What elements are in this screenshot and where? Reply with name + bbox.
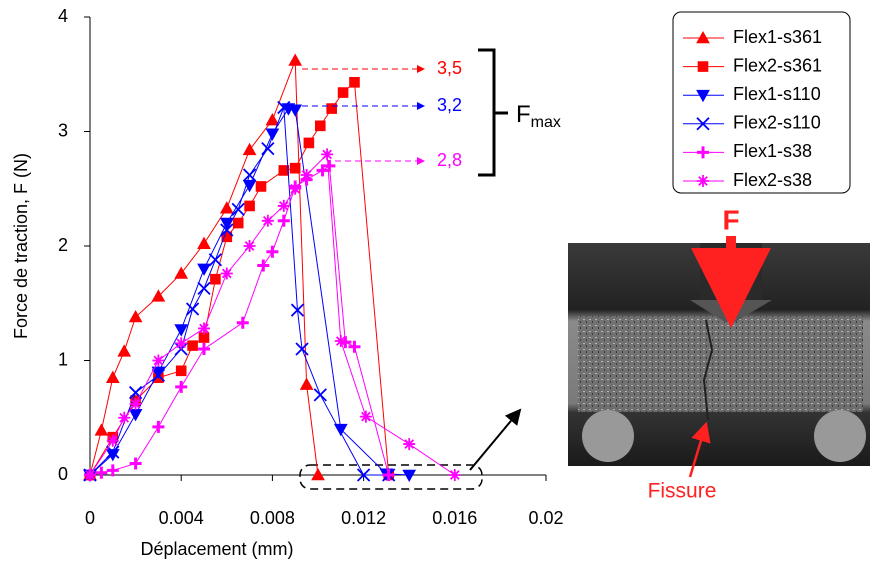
- bracket: [478, 50, 508, 175]
- annotation: 3,2: [437, 95, 462, 115]
- marker: [244, 181, 256, 192]
- marker: [198, 238, 210, 249]
- marker: [221, 202, 233, 213]
- marker: [245, 201, 255, 211]
- marker: [338, 88, 348, 98]
- marker: [211, 274, 221, 284]
- marker: [175, 267, 187, 278]
- x-tick-label: 0: [85, 508, 95, 528]
- marker: [327, 104, 337, 114]
- legend-label: Flex1-s110: [733, 84, 821, 104]
- y-tick-label: 4: [58, 6, 68, 26]
- series-line: [90, 154, 455, 475]
- x-tick-label: 0.004: [159, 508, 204, 528]
- marker: [266, 246, 278, 258]
- marker: [198, 343, 210, 355]
- marker: [360, 411, 372, 423]
- marker: [84, 469, 96, 481]
- marker: [221, 218, 233, 229]
- inset-photo: [568, 236, 870, 477]
- marker: [152, 421, 164, 433]
- marker: [350, 77, 360, 87]
- marker: [187, 303, 199, 315]
- marker: [188, 341, 198, 351]
- marker: [152, 355, 164, 367]
- y-axis-label: Force de traction, F (N): [11, 153, 31, 339]
- marker: [233, 218, 243, 228]
- legend-label: Flex1-s361: [733, 27, 822, 47]
- marker: [130, 410, 142, 421]
- marker: [449, 469, 461, 481]
- legend-label: Flex2-s110: [733, 113, 821, 133]
- marker: [256, 182, 266, 192]
- bracket-sub: max: [531, 114, 561, 131]
- x-tick-label: 0.016: [432, 508, 477, 528]
- marker: [266, 114, 278, 125]
- marker: [118, 345, 130, 356]
- marker: [130, 458, 142, 470]
- marker: [301, 379, 313, 390]
- marker: [698, 62, 708, 72]
- marker: [289, 55, 301, 66]
- marker: [107, 372, 119, 383]
- legend-label: Flex1-s38: [733, 141, 812, 161]
- x-tick-label: 0.008: [250, 508, 295, 528]
- marker: [257, 259, 269, 271]
- chart: F Fissure Fmax Déplacement (mm) Force de…: [0, 0, 881, 566]
- y-tick-label: 0: [58, 464, 68, 484]
- marker: [315, 121, 325, 131]
- marker: [176, 366, 186, 376]
- marker: [262, 215, 274, 227]
- x-tick-label: 0.012: [341, 508, 386, 528]
- marker: [244, 240, 256, 252]
- y-tick-label: 2: [58, 235, 68, 255]
- y-tick-label: 1: [58, 349, 68, 369]
- annotation: 2,8: [437, 150, 462, 170]
- marker: [403, 470, 415, 481]
- marker: [314, 389, 326, 401]
- legend-label: Flex2-s38: [733, 170, 812, 190]
- marker: [304, 138, 314, 148]
- marker: [118, 412, 130, 424]
- marker: [279, 166, 289, 176]
- pointer-arrow: [470, 410, 520, 470]
- x-axis-label: Déplacement (mm): [140, 539, 293, 559]
- legend-label: Flex2-s361: [733, 55, 822, 75]
- annotation: 3,5: [437, 58, 462, 78]
- y-tick-label: 3: [58, 120, 68, 140]
- marker: [278, 215, 290, 227]
- marker: [221, 267, 233, 279]
- inset-force-label: F: [722, 204, 739, 235]
- inset-crack-label: Fissure: [648, 480, 717, 503]
- bracket-label: Fmax: [516, 101, 561, 131]
- x-tick-label: 0.02: [528, 508, 563, 528]
- marker: [403, 438, 415, 450]
- marker: [290, 163, 300, 173]
- marker: [237, 317, 249, 329]
- bracket-main: F: [516, 101, 531, 128]
- marker: [198, 322, 210, 334]
- marker: [209, 254, 221, 266]
- marker: [244, 144, 256, 155]
- marker: [175, 381, 187, 393]
- marker: [175, 337, 187, 349]
- marker: [312, 469, 324, 480]
- marker: [95, 424, 107, 435]
- marker: [697, 175, 709, 187]
- marker: [198, 264, 210, 275]
- marker: [198, 282, 210, 294]
